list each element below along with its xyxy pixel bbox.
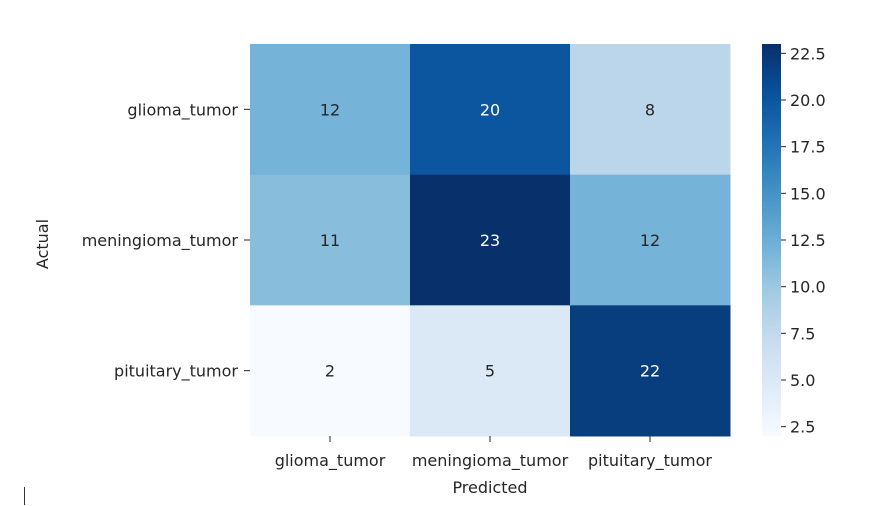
colorbar [762,44,781,436]
heatmap-cell-value: 2 [325,362,335,381]
colorbar-tick-label: 20.0 [790,91,826,110]
colorbar-tick-label: 7.5 [790,324,815,343]
y-axis-ticks: glioma_tumor meningioma_tumor pituitary_tu… [82,100,250,382]
heatmap-cell-value: 12 [640,231,660,250]
x-tick-label: glioma_tumor [275,451,386,471]
heatmap-cell-labels: 12 20 8 11 23 12 2 5 22 [320,100,660,380]
heatmap-cell-value: 22 [640,362,660,381]
heatmap-cell [410,174,571,306]
heatmap-cells [250,44,731,437]
colorbar-tick-label: 17.5 [790,138,826,157]
colorbar-tick-label: 2.5 [790,418,815,437]
heatmap-cell [570,174,731,306]
x-axis-title: Predicted [452,478,527,497]
heatmap-cell-value: 20 [480,100,500,119]
heatmap-cell-value: 12 [320,100,340,119]
x-tick-label: meningioma_tumor [412,451,569,471]
x-axis-ticks: glioma_tumor meningioma_tumor pituitary_tu… [275,436,712,471]
colorbar-tick-label: 10.0 [790,278,826,297]
y-axis-title: Actual [33,219,52,269]
heatmap-cell-value: 11 [320,231,340,250]
colorbar-tick-label: 22.5 [790,44,826,63]
y-tick-label: pituitary_tumor [114,362,238,382]
y-tick-label: meningioma_tumor [82,231,239,251]
heatmap-cell [250,174,411,306]
colorbar-ticks: 2.5 5.0 7.5 10.0 12.5 15.0 17.5 20.0 22.5 [781,44,826,437]
x-tick-label: pituitary_tumor [588,451,712,471]
heatmap-cell-value: 5 [485,362,495,381]
heatmap-cell [570,305,731,437]
heatmap-cell [410,44,571,176]
heatmap-cell [250,44,411,176]
heatmap-cell [250,305,411,437]
colorbar-tick-label: 5.0 [790,371,815,390]
heatmap-cell [410,305,571,437]
text-cursor [24,487,25,505]
colorbar-tick-label: 15.0 [790,184,826,203]
colorbar-tick-label: 12.5 [790,231,826,250]
heatmap-cell [570,44,731,176]
y-tick-label: glioma_tumor [127,100,238,120]
heatmap-cell-value: 8 [645,100,655,119]
heatmap-cell-value: 23 [480,231,500,250]
